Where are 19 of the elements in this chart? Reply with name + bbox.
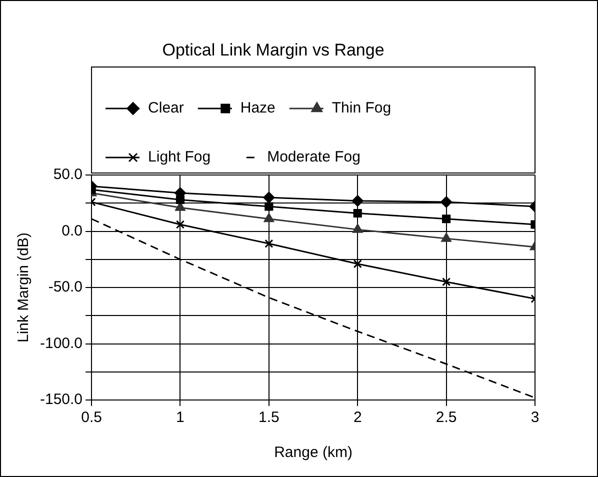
legend-label: Thin Fog [332,100,392,117]
y-tick-label: -100.0 [40,334,83,352]
x-tick-label: 2 [353,409,362,426]
y-tick-label: 50.0 [53,166,83,184]
x-tick-label: 2.5 [436,409,457,426]
x-tick-label: 1 [176,409,184,426]
chart-title: Optical Link Margin vs Range [162,40,384,60]
x-tick-label: 3 [530,409,540,426]
legend-label: Clear [148,100,184,117]
y-tick-label: 0.0 [62,222,83,240]
y-axis-title: Link Margin (dB) [15,232,32,343]
legend-label: Haze [240,100,276,117]
y-tick-label: -50.0 [48,278,83,296]
x-tick-label: 0.5 [81,409,102,426]
x-axis-title: Range (km) [274,444,352,462]
legend-label: Light Fog [148,148,211,166]
legend-label: Moderate Fog [267,148,360,166]
y-tick-label: -150.0 [40,391,83,408]
x-tick-label: 1.5 [258,409,280,426]
